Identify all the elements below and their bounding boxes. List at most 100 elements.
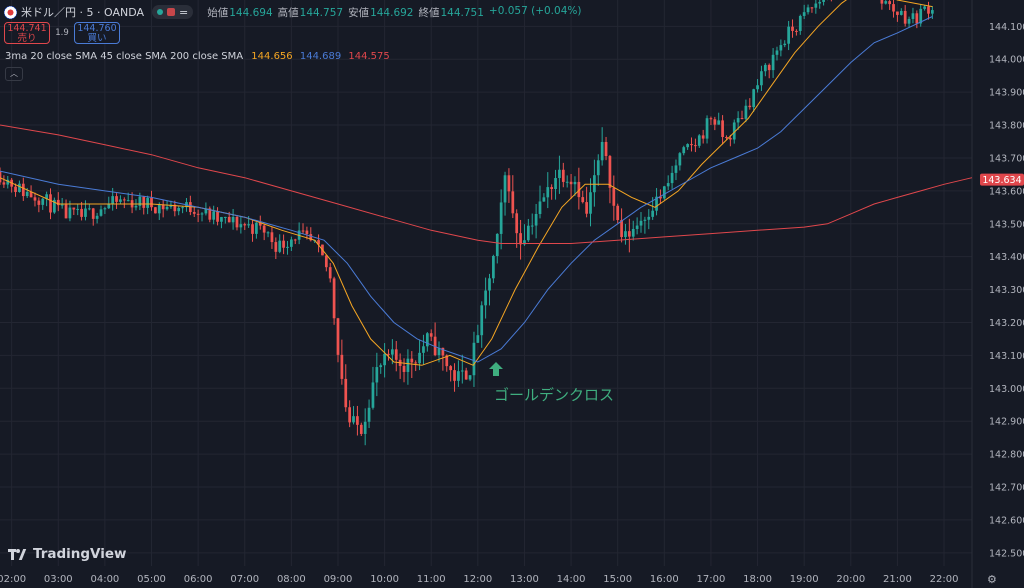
ma200-value: 144.575 bbox=[348, 51, 390, 62]
buy-button[interactable]: 144.760 買い bbox=[74, 22, 120, 44]
candle-body bbox=[410, 358, 414, 363]
tradingview-logo[interactable]: TradingView bbox=[8, 546, 127, 562]
candle-body bbox=[154, 207, 157, 214]
candle-body bbox=[227, 216, 231, 223]
candle-body bbox=[538, 201, 542, 214]
axis-settings-icon[interactable]: ⚙ bbox=[987, 573, 997, 586]
candle-body bbox=[445, 355, 449, 367]
candle-body bbox=[282, 240, 285, 248]
candle-body bbox=[235, 216, 239, 228]
candle-body bbox=[91, 208, 95, 219]
time-tick-label: 12:00 bbox=[463, 574, 492, 585]
candle-body bbox=[107, 204, 111, 209]
ma-line-sma45 bbox=[0, 16, 933, 363]
ohlc-change: +0.057 (+0.04%) bbox=[488, 4, 582, 17]
sell-button[interactable]: 144.741 売り bbox=[4, 22, 50, 44]
indicator-legend[interactable]: 3ma 20 close SMA 45 close SMA 200 close … bbox=[5, 51, 390, 62]
candle-body bbox=[348, 407, 351, 423]
candle-body bbox=[818, 1, 822, 4]
candle-body bbox=[309, 234, 313, 241]
symbol-title[interactable]: 米ドル／円 · 5 · OANDA bbox=[21, 6, 144, 19]
ohlc-low: 安値144.692 bbox=[348, 6, 414, 19]
candle-body bbox=[60, 204, 64, 206]
candle-body bbox=[480, 305, 484, 336]
indicator-name: 3ma 20 close SMA 45 close SMA 200 close … bbox=[5, 51, 244, 62]
candle-body bbox=[756, 85, 759, 90]
candle-body bbox=[624, 231, 627, 238]
candle-body bbox=[95, 215, 99, 219]
candle-body bbox=[37, 200, 41, 205]
candle-body bbox=[103, 208, 107, 210]
candle-body bbox=[798, 15, 802, 31]
candle-body bbox=[394, 349, 398, 360]
candle-body bbox=[119, 199, 122, 202]
candle-body bbox=[464, 370, 468, 380]
candle-body bbox=[717, 120, 721, 125]
candle-body bbox=[0, 171, 2, 183]
last-price-badge bbox=[980, 173, 1024, 186]
collapse-legend-button[interactable]: ︿ bbox=[5, 67, 23, 81]
candle-body bbox=[573, 181, 577, 185]
candle-body bbox=[647, 216, 651, 220]
price-tick-label: 142.600 bbox=[989, 515, 1024, 526]
candle-body bbox=[317, 240, 320, 245]
candle-body bbox=[212, 211, 216, 220]
candle-body bbox=[274, 242, 278, 252]
candle-body bbox=[662, 186, 666, 199]
time-tick-label: 16:00 bbox=[650, 574, 679, 585]
ma-line-sma20 bbox=[0, 0, 933, 366]
candle-body bbox=[616, 205, 620, 221]
candle-body bbox=[266, 232, 270, 234]
candle-body bbox=[589, 192, 592, 214]
candle-body bbox=[352, 416, 355, 423]
time-tick-label: 21:00 bbox=[883, 574, 912, 585]
market-status-pill[interactable]: = bbox=[152, 5, 194, 19]
candle-body bbox=[453, 370, 456, 381]
candle-body bbox=[561, 169, 565, 182]
time-tick-label: 17:00 bbox=[697, 574, 726, 585]
candle-body bbox=[620, 220, 623, 238]
candle-body bbox=[468, 375, 472, 380]
candle-body bbox=[64, 204, 68, 219]
candle-body bbox=[45, 194, 48, 199]
candle-body bbox=[115, 196, 118, 202]
candle-body bbox=[25, 191, 29, 197]
candle-body bbox=[736, 118, 740, 123]
candle-body bbox=[507, 175, 511, 192]
candle-body bbox=[138, 196, 142, 206]
candle-body bbox=[558, 169, 561, 179]
candle-body bbox=[787, 26, 790, 44]
price-axis[interactable]: 144.100 144.000 143.900 143.800 143.700 143.6… bbox=[980, 22, 1024, 560]
market-open-icon bbox=[157, 9, 163, 15]
tradingview-logo-icon bbox=[8, 548, 28, 560]
candle-body bbox=[565, 181, 569, 183]
candle-body bbox=[682, 147, 686, 154]
candle-body bbox=[643, 219, 647, 221]
time-tick-label: 09:00 bbox=[324, 574, 353, 585]
golden-cross-annotation: ゴールデンクロス bbox=[494, 386, 615, 404]
candle-body bbox=[223, 216, 227, 218]
candle-body bbox=[775, 50, 779, 55]
candle-body bbox=[705, 118, 709, 139]
candle-body bbox=[363, 421, 367, 434]
candle-body bbox=[767, 64, 771, 71]
candle-body bbox=[915, 13, 919, 24]
buy-label: 買い bbox=[87, 33, 107, 44]
price-tick-label: 143.500 bbox=[989, 219, 1024, 230]
candle-body bbox=[41, 198, 45, 205]
candle-body bbox=[76, 208, 80, 210]
candle-body bbox=[258, 222, 262, 226]
time-tick-label: 05:00 bbox=[137, 574, 166, 585]
brand-name: TradingView bbox=[33, 546, 127, 562]
candle-body bbox=[635, 225, 639, 229]
time-tick-label: 19:00 bbox=[790, 574, 819, 585]
candle-body bbox=[911, 13, 915, 19]
candle-body bbox=[332, 278, 336, 319]
candle-body bbox=[554, 178, 557, 190]
candle-body bbox=[146, 197, 149, 208]
candle-body bbox=[659, 196, 662, 199]
time-axis[interactable]: 02:00 03:00 04:00 05:00 06:00 07:00 08:00 09:00… bbox=[0, 574, 958, 585]
candle-body bbox=[760, 71, 763, 86]
candle-body bbox=[907, 18, 911, 24]
